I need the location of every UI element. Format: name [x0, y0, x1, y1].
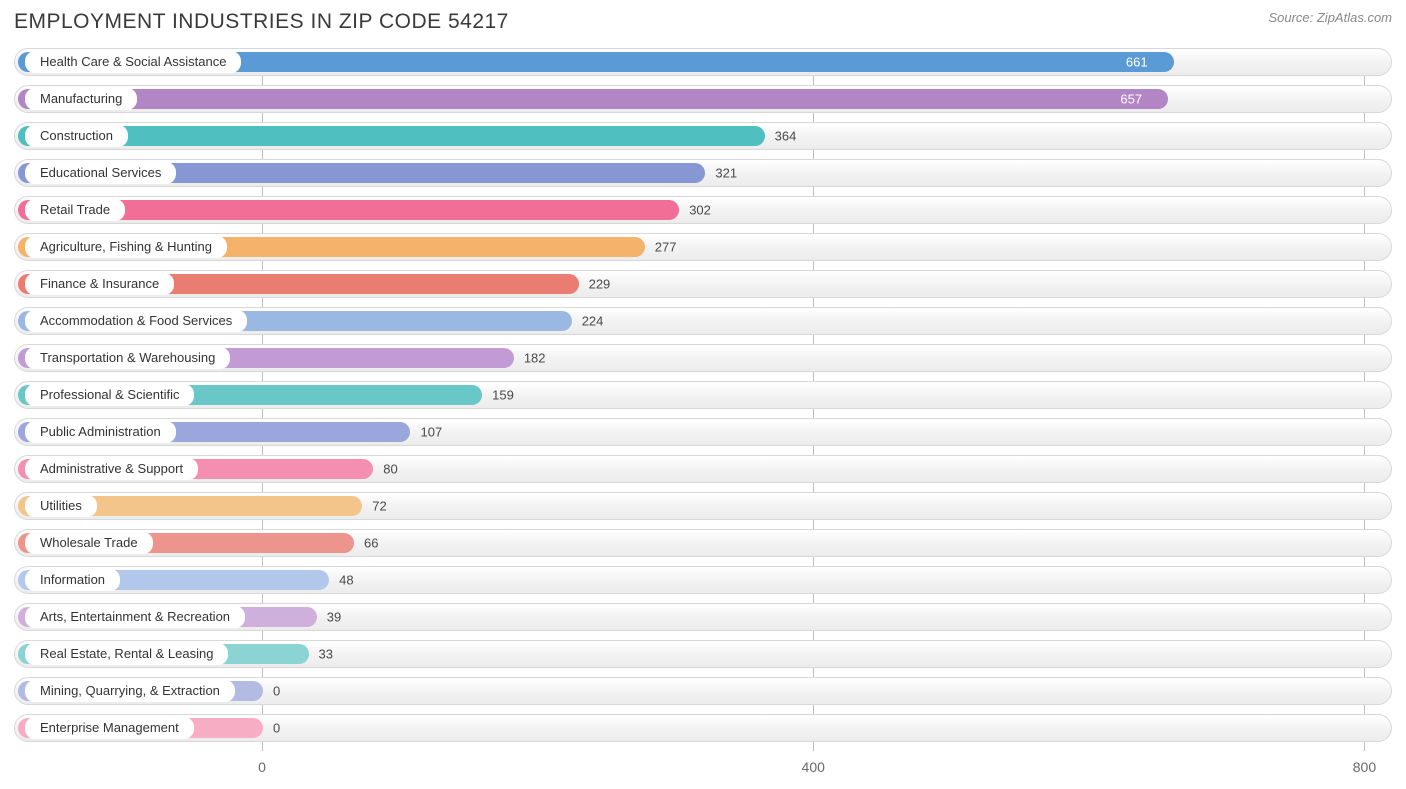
bar-value-label: 159	[492, 388, 514, 403]
bar-value-label: 66	[364, 536, 378, 551]
chart-title: EMPLOYMENT INDUSTRIES IN ZIP CODE 54217	[14, 10, 509, 34]
bar-track: Professional & Scientific 159	[14, 381, 1392, 409]
bar-track: Mining, Quarrying, & Extraction 0	[14, 677, 1392, 705]
bar-value-label: 224	[582, 314, 604, 329]
bar-label-pill: Professional & Scientific	[25, 384, 194, 406]
bar-value-label: 72	[372, 499, 386, 514]
bar-fill	[18, 89, 1168, 109]
bar-value-label: 39	[327, 610, 341, 625]
bar-label-pill: Manufacturing	[25, 88, 137, 110]
bar-track: Arts, Entertainment & Recreation 39	[14, 603, 1392, 631]
bar-label-pill: Real Estate, Rental & Leasing	[25, 643, 228, 665]
x-tick-label: 400	[802, 759, 825, 775]
bar-label-pill: Accommodation & Food Services	[25, 310, 247, 332]
x-tick-label: 0	[258, 759, 266, 775]
bar-label-pill: Utilities	[25, 495, 97, 517]
bar-track: Wholesale Trade 66	[14, 529, 1392, 557]
bar-track: Transportation & Warehousing 182	[14, 344, 1392, 372]
chart-header: EMPLOYMENT INDUSTRIES IN ZIP CODE 54217 …	[14, 10, 1392, 34]
bar-label-pill: Agriculture, Fishing & Hunting	[25, 236, 227, 258]
bar-value-label: 661	[1126, 55, 1148, 70]
bar-value-label: 364	[775, 129, 797, 144]
bar-track: Utilities 72	[14, 492, 1392, 520]
bar-label-pill: Administrative & Support	[25, 458, 198, 480]
bar-value-label: 657	[1120, 92, 1142, 107]
bar-label-pill: Public Administration	[25, 421, 176, 443]
bar-track: Real Estate, Rental & Leasing 33	[14, 640, 1392, 668]
bar-label-pill: Educational Services	[25, 162, 176, 184]
bar-label-pill: Transportation & Warehousing	[25, 347, 230, 369]
bar-label-pill: Construction	[25, 125, 128, 147]
bar-value-label: 0	[273, 721, 280, 736]
x-tick-label: 800	[1353, 759, 1376, 775]
bar-track: Enterprise Management 0	[14, 714, 1392, 742]
bar-track: Retail Trade 302	[14, 196, 1392, 224]
bar-label-pill: Finance & Insurance	[25, 273, 174, 295]
bar-label-pill: Retail Trade	[25, 199, 125, 221]
bar-track: Information 48	[14, 566, 1392, 594]
bar-label-pill: Enterprise Management	[25, 717, 194, 739]
bar-track: Construction 364	[14, 122, 1392, 150]
bar-chart: Health Care & Social Assistance 661 Manufa…	[14, 48, 1392, 779]
bar-label-pill: Health Care & Social Assistance	[25, 51, 241, 73]
bar-value-label: 48	[339, 573, 353, 588]
bar-value-label: 302	[689, 203, 711, 218]
bar-track: Agriculture, Fishing & Hunting 277	[14, 233, 1392, 261]
bar-track: Finance & Insurance 229	[14, 270, 1392, 298]
bar-track: Educational Services 321	[14, 159, 1392, 187]
bar-track: Public Administration 107	[14, 418, 1392, 446]
bar-fill	[18, 126, 765, 146]
bar-value-label: 0	[273, 684, 280, 699]
bar-value-label: 277	[655, 240, 677, 255]
bar-track: Health Care & Social Assistance 661	[14, 48, 1392, 76]
bar-value-label: 107	[420, 425, 442, 440]
chart-source: Source: ZipAtlas.com	[1268, 10, 1392, 25]
bar-label-pill: Wholesale Trade	[25, 532, 153, 554]
bar-value-label: 80	[383, 462, 397, 477]
bar-label-pill: Mining, Quarrying, & Extraction	[25, 680, 235, 702]
bar-value-label: 33	[319, 647, 333, 662]
bar-value-label: 321	[715, 166, 737, 181]
bar-label-pill: Arts, Entertainment & Recreation	[25, 606, 245, 628]
bar-value-label: 229	[589, 277, 611, 292]
bar-track: Manufacturing 657	[14, 85, 1392, 113]
bar-track: Administrative & Support 80	[14, 455, 1392, 483]
bar-label-pill: Information	[25, 569, 120, 591]
bar-value-label: 182	[524, 351, 546, 366]
bar-track: Accommodation & Food Services 224	[14, 307, 1392, 335]
